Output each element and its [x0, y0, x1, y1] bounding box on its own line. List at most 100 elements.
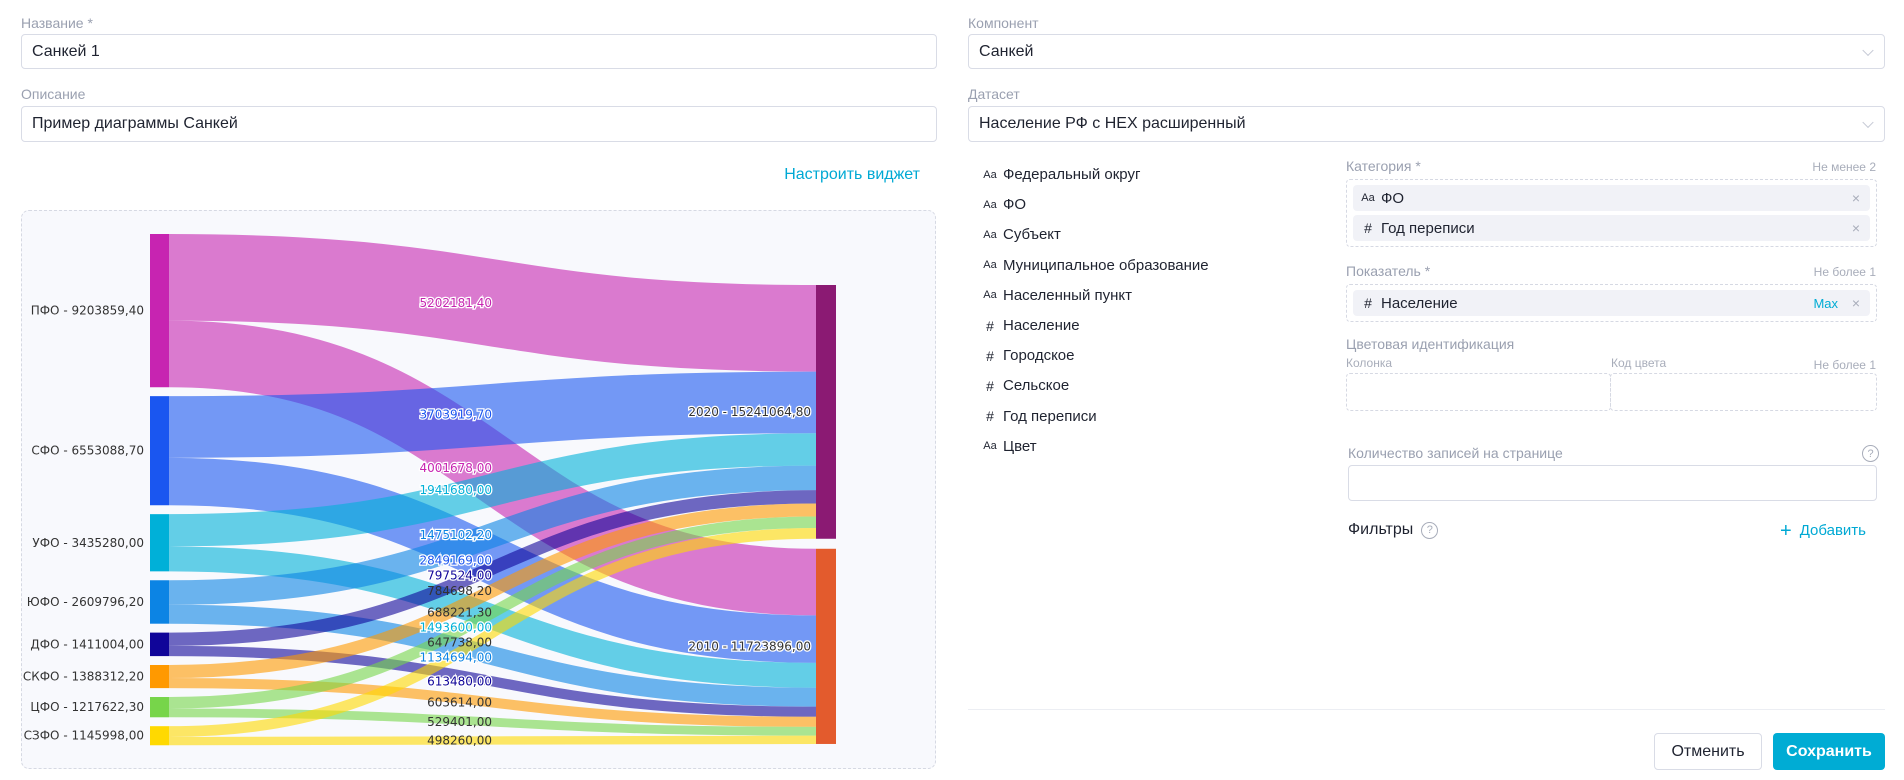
description-input[interactable]: Пример диаграммы Санкей — [21, 106, 937, 142]
chip-label: ФО — [1381, 189, 1405, 207]
sankey-link[interactable] — [168, 527, 817, 737]
sankey-link[interactable] — [168, 604, 817, 707]
field-item[interactable]: Aa Цвет — [983, 438, 1036, 455]
sankey-link[interactable] — [168, 516, 817, 709]
source-node-label: ЦФО - 1217622,30 — [30, 700, 144, 714]
sankey-node-source[interactable] — [150, 726, 169, 746]
add-filter-button[interactable]: + Добавить — [1780, 521, 1866, 541]
color-hint: Не более 1 — [1813, 358, 1876, 372]
link-value-label: 2849169,00 — [419, 553, 492, 567]
field-item[interactable]: # Год переписи — [983, 408, 1097, 425]
close-icon[interactable]: × — [1851, 220, 1860, 236]
filters-label: Фильтры — [1348, 521, 1414, 538]
text-type-icon: Aa — [1361, 192, 1375, 204]
measure-dropzone[interactable]: # Население Max × — [1346, 284, 1877, 322]
number-type-icon: # — [1364, 220, 1372, 236]
field-item[interactable]: Aa Муниципальное образование — [983, 257, 1208, 274]
field-label: ФО — [1003, 196, 1027, 214]
target-node-label: 2020 - 15241064,80 — [688, 405, 811, 419]
link-value-label: 3703919,70 — [419, 408, 492, 422]
dataset-select[interactable]: Население РФ с HEX расширенный — [968, 106, 1885, 142]
category-label: Категория * — [1346, 158, 1421, 174]
category-dropzone[interactable]: Aa ФО × # Год переписи × — [1346, 179, 1877, 247]
description-value: Пример диаграммы Санкей — [32, 115, 238, 132]
sankey-node-source[interactable] — [150, 234, 169, 388]
category-chip-year[interactable]: # Год переписи × — [1353, 215, 1870, 241]
sankey-node-source[interactable] — [150, 580, 169, 624]
sankey-link[interactable] — [168, 678, 817, 727]
help-icon[interactable]: ? — [1421, 521, 1439, 539]
field-label: Субъект — [1003, 226, 1061, 244]
sankey-link[interactable] — [168, 233, 817, 372]
field-item[interactable]: # Население — [983, 317, 1080, 334]
sankey-node-source[interactable] — [150, 632, 169, 657]
close-icon[interactable]: × — [1851, 295, 1860, 311]
field-label: Федеральный округ — [1003, 166, 1141, 183]
field-item[interactable]: Aa Федеральный округ — [983, 166, 1140, 183]
measure-hint: Не более 1 — [1813, 265, 1876, 279]
color-column-label: Колонка — [1346, 356, 1393, 370]
save-button[interactable]: Сохранить — [1773, 733, 1885, 770]
field-item[interactable]: # Сельское — [983, 377, 1069, 394]
cancel-button[interactable]: Отменить — [1654, 733, 1762, 770]
sankey-chart: ПФО - 9203859,40 СФО - 6553088,70 УФО - 34… — [21, 210, 936, 769]
sankey-link[interactable] — [168, 320, 817, 616]
sankey-link[interactable] — [168, 433, 817, 547]
text-type-icon: Aa — [983, 440, 997, 453]
number-type-icon: # — [1364, 295, 1372, 311]
measure-chip[interactable]: # Население Max × — [1353, 290, 1870, 316]
source-node-label: ПФО - 9203859,40 — [31, 304, 144, 318]
link-value-label: 4001678,00 — [419, 461, 492, 475]
sankey-link[interactable] — [168, 465, 817, 605]
category-chip-fo[interactable]: Aa ФО × — [1353, 185, 1870, 211]
field-item[interactable]: Aa ФО — [983, 196, 1026, 213]
link-value-label: 1475102,20 — [419, 528, 492, 542]
chevron-down-icon — [1862, 116, 1874, 129]
name-input[interactable]: Санкей 1 — [21, 34, 937, 69]
sankey-node-target[interactable] — [816, 285, 836, 539]
records-input[interactable] — [1348, 465, 1877, 501]
sankey-node-source[interactable] — [150, 697, 169, 718]
color-column-dropzone[interactable] — [1346, 373, 1611, 411]
sankey-node-source[interactable] — [150, 664, 169, 689]
number-type-icon: # — [986, 317, 994, 334]
text-type-icon: Aa — [983, 198, 997, 211]
text-type-icon: Aa — [983, 228, 997, 241]
field-item[interactable]: # Городское — [983, 347, 1074, 364]
sankey-link[interactable] — [168, 457, 817, 663]
sankey-link[interactable] — [168, 490, 817, 646]
number-type-icon: # — [986, 377, 994, 394]
field-label: Населенный пункт — [1003, 286, 1133, 304]
configure-widget-link[interactable]: Настроить виджет — [784, 166, 920, 183]
sankey-svg: ПФО - 9203859,40 СФО - 6553088,70 УФО - 34… — [23, 233, 836, 747]
name-label: Название * — [21, 15, 93, 31]
sankey-link[interactable] — [168, 735, 817, 746]
component-value: Санкей — [979, 42, 1034, 60]
link-value-label: 498260,00 — [427, 733, 492, 747]
sankey-link[interactable] — [168, 645, 817, 717]
divider — [968, 709, 1885, 710]
color-label: Цветовая идентификация — [1346, 336, 1515, 352]
sankey-node-source[interactable] — [150, 396, 169, 506]
records-label: Количество записей на странице — [1348, 445, 1563, 461]
close-icon[interactable]: × — [1851, 190, 1860, 206]
number-type-icon: # — [986, 408, 994, 425]
link-value-label: 613480,00 — [427, 674, 492, 688]
sankey-node-source[interactable] — [150, 514, 169, 572]
aggregation-button[interactable]: Max — [1813, 295, 1838, 311]
component-label: Компонент — [968, 15, 1039, 31]
sankey-link[interactable] — [168, 503, 817, 679]
field-item[interactable]: Aa Субъект — [983, 226, 1061, 243]
link-value-label: 688221,30 — [427, 605, 492, 619]
color-code-dropzone[interactable] — [1610, 373, 1877, 411]
sankey-link[interactable] — [168, 371, 817, 458]
field-item[interactable]: Aa Населенный пункт — [983, 287, 1132, 304]
chip-label: Население — [1381, 294, 1458, 312]
text-type-icon: Aa — [983, 289, 997, 302]
sankey-link[interactable] — [168, 708, 817, 736]
help-icon[interactable]: ? — [1862, 445, 1879, 462]
target-node-label: 2010 - 11723896,00 — [688, 639, 811, 653]
text-type-icon: Aa — [983, 168, 997, 181]
component-select[interactable]: Санкей — [968, 34, 1885, 69]
sankey-node-target[interactable] — [816, 548, 836, 744]
